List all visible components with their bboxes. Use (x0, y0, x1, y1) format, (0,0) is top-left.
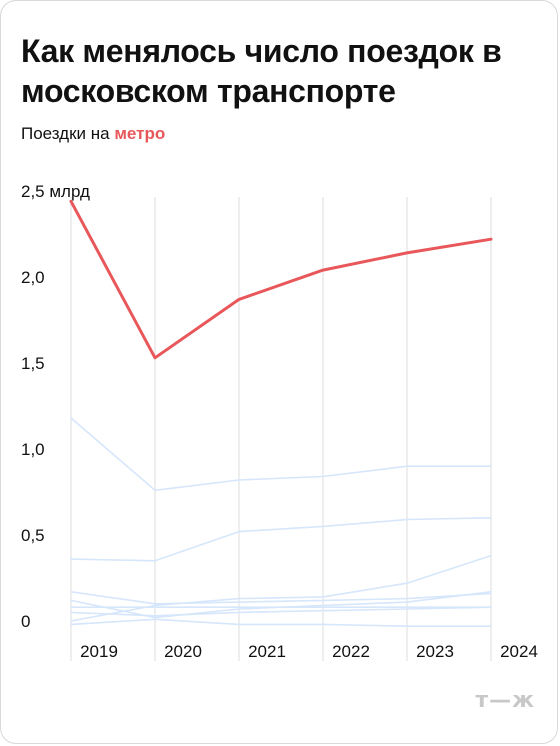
x-tick-label-2024: 2024 (500, 642, 538, 661)
x-tick-label-2022: 2022 (332, 642, 370, 661)
subtitle-prefix: Поездки на (21, 124, 115, 143)
y-tick-label: 0,5 (21, 526, 45, 545)
y-tick-label: 0 (21, 612, 30, 631)
accent-series-layer (69, 199, 493, 360)
x-tick-layer: 2019 2020 2021 2022 2023 2024 (75, 637, 543, 661)
x-tick-label-bg (243, 637, 291, 661)
x-tick-label-2019: 2019 (80, 642, 118, 661)
series-line-9 (70, 618, 492, 628)
x-tick-label-bg (411, 637, 459, 661)
series-line-6 (70, 590, 492, 619)
x-tick-label-bg (327, 637, 375, 661)
y-tick-label: 2,5 млрд (21, 182, 90, 201)
x-tick-label-2021: 2021 (248, 642, 286, 661)
y-tick-label: 1,5 (21, 354, 45, 373)
grid-layer (70, 197, 492, 661)
series-line-4 (70, 554, 492, 622)
y-tick-layer: 0 0,5 1,0 1,5 2,0 2,5 млрд (21, 182, 90, 631)
x-tick-label-2020: 2020 (164, 642, 202, 661)
y-tick-label: 1,0 (21, 440, 45, 459)
y-tick-label: 2,0 (21, 268, 45, 287)
x-tick-label-bg (495, 637, 543, 661)
x-tick-label-2023: 2023 (416, 642, 454, 661)
series-line-2 (70, 417, 492, 492)
series-line-5 (70, 590, 492, 605)
brand-logo: т—ж (475, 688, 535, 713)
series-line-metro (69, 199, 493, 360)
series-line-3 (70, 516, 492, 562)
chart-title: Как менялось число поездок в московском … (21, 33, 502, 109)
x-tick-label-bg (159, 637, 207, 661)
subtitle-accent: метро (114, 124, 166, 143)
series-line-8 (70, 606, 492, 617)
other-series-layer (70, 417, 492, 628)
chart-subtitle: Поездки на метро (21, 123, 165, 145)
x-tick-label-bg (75, 637, 123, 661)
